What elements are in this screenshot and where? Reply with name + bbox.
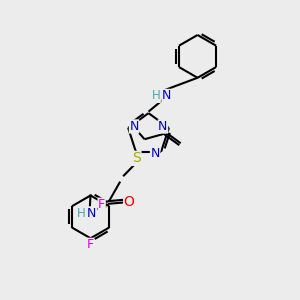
Text: F: F bbox=[86, 238, 94, 251]
Text: H: H bbox=[76, 207, 85, 220]
Text: N: N bbox=[87, 207, 96, 220]
Text: H: H bbox=[152, 89, 160, 102]
Text: F: F bbox=[98, 198, 105, 211]
Text: N: N bbox=[162, 89, 171, 102]
Text: O: O bbox=[124, 195, 134, 209]
Text: S: S bbox=[132, 152, 141, 165]
Text: N: N bbox=[158, 120, 168, 133]
Text: N: N bbox=[151, 147, 160, 160]
Text: N: N bbox=[129, 120, 139, 133]
